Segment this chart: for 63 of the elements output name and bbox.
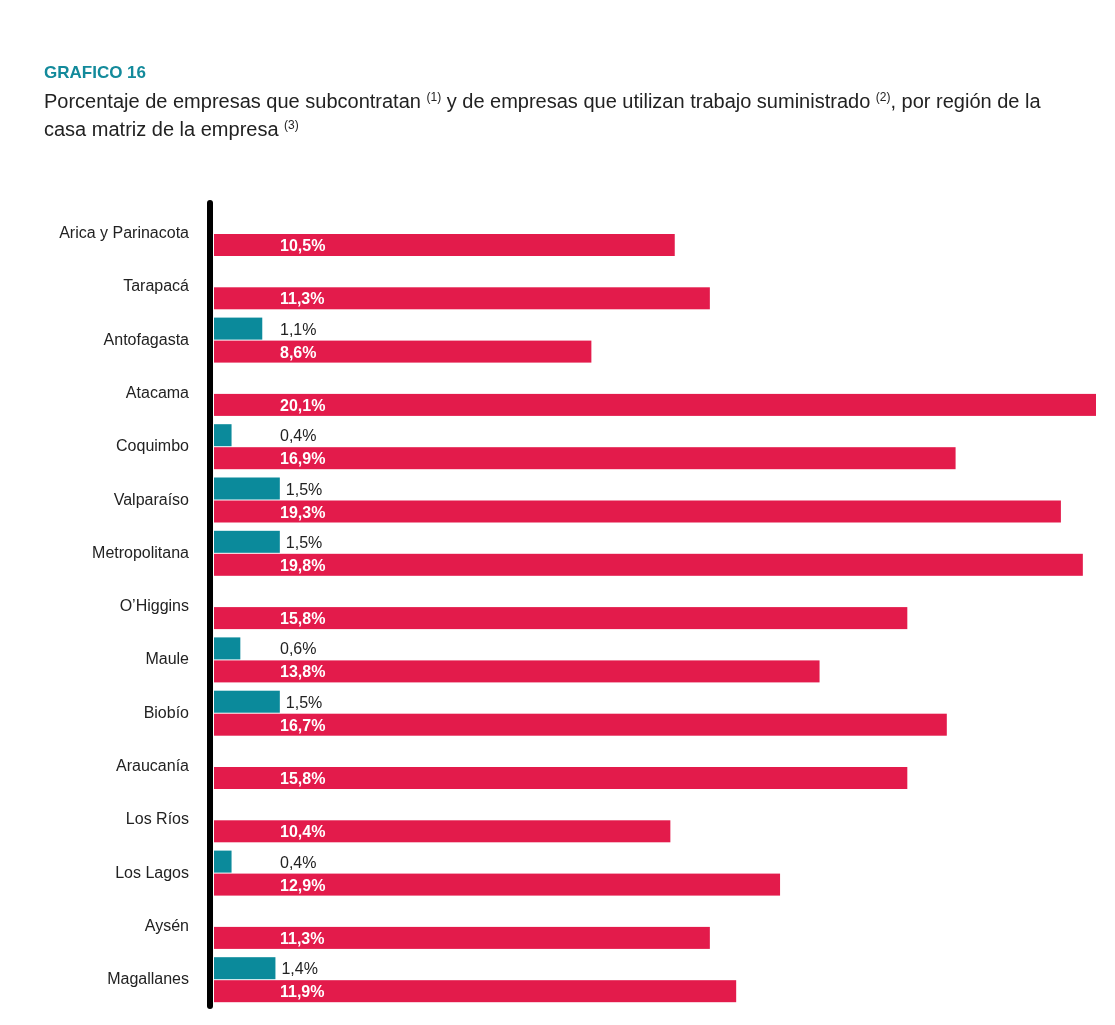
data-label: 12,9% xyxy=(280,876,326,894)
bar xyxy=(214,713,947,736)
data-label: 1,1% xyxy=(280,320,317,338)
y-tick-label: Valparaíso xyxy=(113,490,190,508)
data-label: 0,4% xyxy=(280,427,317,445)
data-label: 1,4% xyxy=(281,960,318,978)
bar xyxy=(214,553,1083,576)
bar xyxy=(214,690,280,713)
bar xyxy=(214,287,710,310)
data-label: 8,6% xyxy=(280,343,317,361)
data-label: 0,6% xyxy=(280,640,317,658)
bar xyxy=(214,607,908,630)
data-label: 20,1% xyxy=(280,396,326,414)
bar xyxy=(214,820,671,843)
y-tick-label: Metropolitana xyxy=(92,543,190,561)
bar xyxy=(214,926,710,949)
data-label: 11,3% xyxy=(280,929,325,947)
y-tick-label: Coquimbo xyxy=(116,437,190,455)
bar xyxy=(214,500,1061,523)
bar xyxy=(214,767,908,789)
y-tick-label: Tarapacá xyxy=(123,277,190,295)
data-label: 11,9% xyxy=(280,983,325,1001)
data-label: 10,4% xyxy=(280,823,326,841)
data-label: 11,3% xyxy=(280,290,325,308)
bar xyxy=(214,447,956,470)
y-tick-label: Biobío xyxy=(143,703,190,721)
data-label: 1,5% xyxy=(285,480,323,498)
y-tick-label: Los Ríos xyxy=(125,810,189,828)
bar xyxy=(214,850,232,873)
y-tick-label: Atacama xyxy=(125,383,190,401)
bar xyxy=(214,424,232,447)
data-label: 19,3% xyxy=(280,503,326,521)
bar xyxy=(214,234,675,256)
bar xyxy=(214,340,592,363)
data-label: 16,7% xyxy=(280,716,326,734)
y-tick-label: Maule xyxy=(145,650,190,668)
y-tick-label: Antofagasta xyxy=(103,330,190,348)
data-label: 1,5% xyxy=(285,693,323,711)
bar xyxy=(214,393,1096,416)
y-tick-label: Araucanía xyxy=(116,757,190,774)
y-tick-label: Arica y Parinacota xyxy=(59,224,190,241)
bar xyxy=(214,530,280,553)
data-label: 19,8% xyxy=(280,556,326,574)
data-label: 0,4% xyxy=(280,853,317,871)
bar xyxy=(214,637,241,660)
data-label: 16,9% xyxy=(280,450,326,468)
bar xyxy=(214,317,263,340)
data-label: 15,8% xyxy=(280,610,326,628)
data-label: 1,5% xyxy=(285,533,323,551)
bar xyxy=(214,660,820,683)
text: Porcentaje de empresas que subcontratan $^{(1)}$ y de empresas que utilizan trabajo suministrado $^{(2)}$, por región de la casa matriz de la empresa $^{(3)}$ xyxy=(44,90,1041,140)
y-tick-label: Magallanes xyxy=(107,970,189,988)
bar xyxy=(214,980,737,1003)
y-tick-label: Aysén xyxy=(144,916,189,934)
data-label: 10,5% xyxy=(280,237,326,254)
data-label: 15,8% xyxy=(280,770,326,787)
y-tick-label: Los Lagos xyxy=(115,863,189,881)
data-label: 13,8% xyxy=(280,663,326,681)
bar xyxy=(214,957,276,980)
y-tick-label: O’Higgins xyxy=(119,597,189,615)
bar xyxy=(214,477,280,500)
chart-title: GRAFICO 16 xyxy=(44,63,147,82)
bar xyxy=(214,873,781,896)
